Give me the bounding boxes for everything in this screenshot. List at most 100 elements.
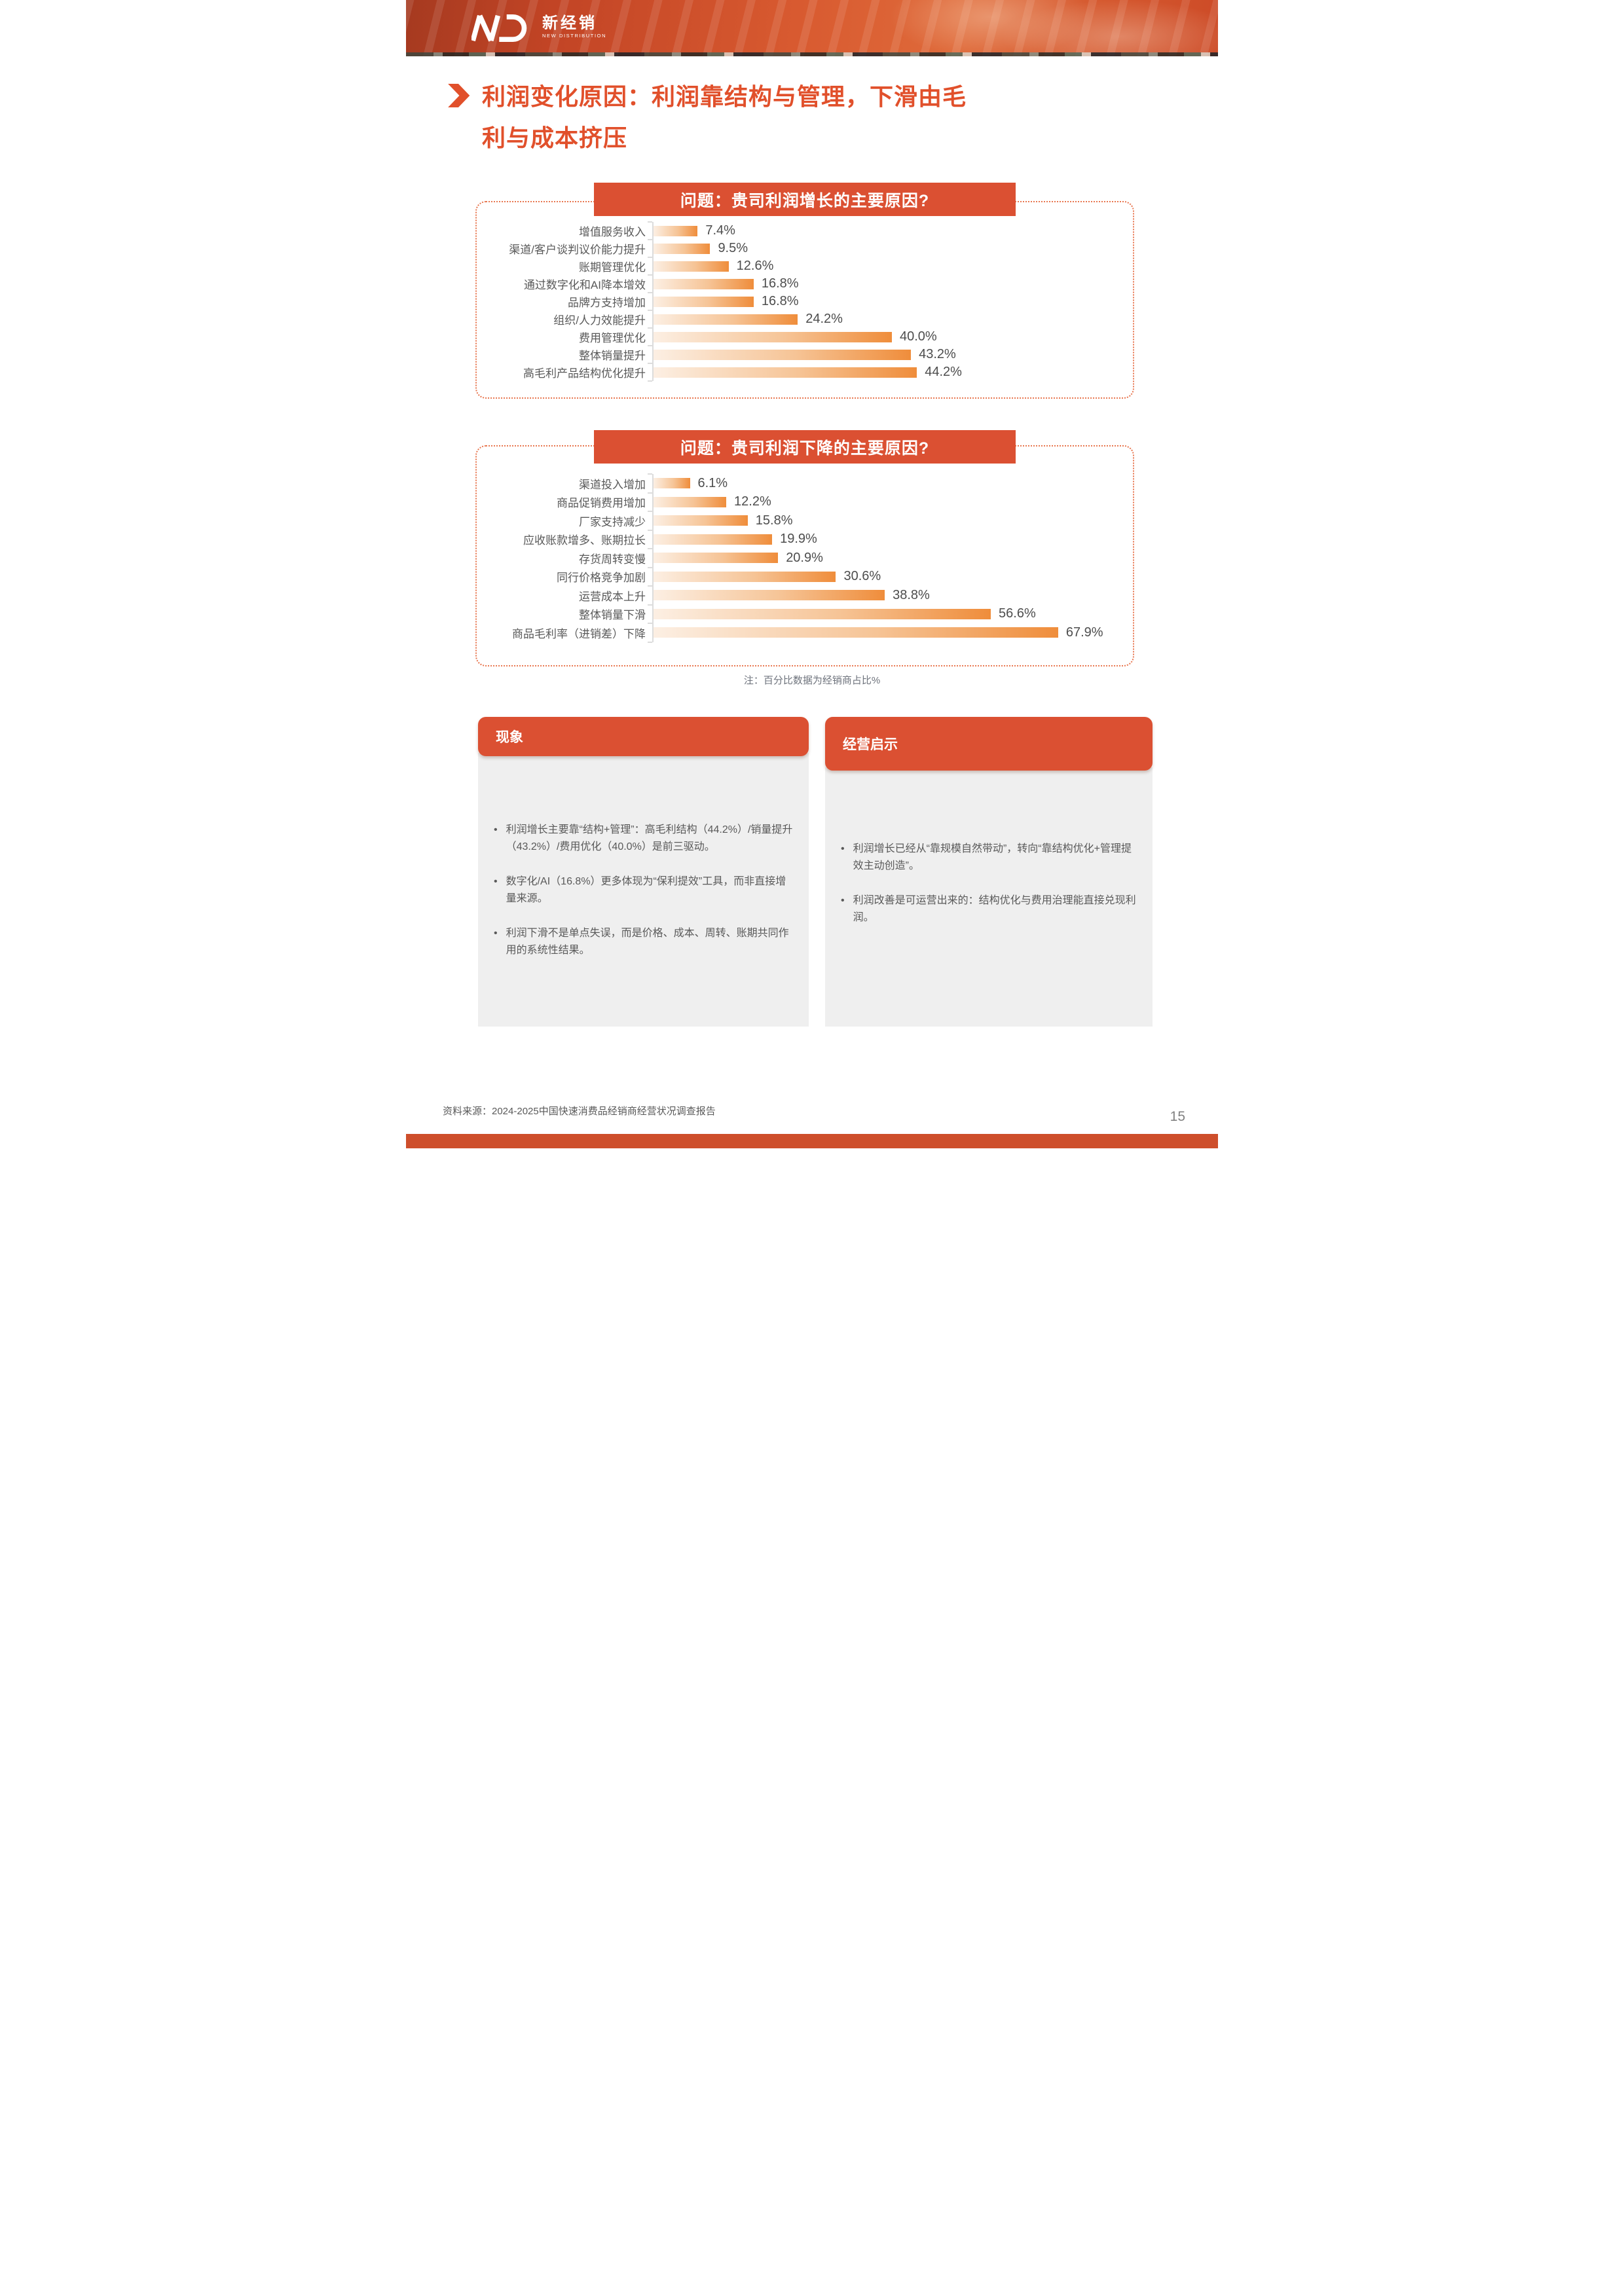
panel-body-insight: • 利润增长已经从“靠规模自然带动”，转向“靠结构优化+管理提效主动创造”。 • 利润… xyxy=(825,767,1153,1027)
page-title-line1: 利润变化原因：利润靠结构与管理，下滑由毛 xyxy=(482,83,967,110)
chart-row: 整体销量下滑 56.6% xyxy=(477,604,1124,623)
bar-category-label: 渠道/客户谈判议价能力提升 xyxy=(509,244,646,256)
bar xyxy=(654,261,729,272)
chart-box-profit-growth: 问题：贵司利润增长的主要原因? 增值服务收入 7.4% 渠道/客户谈判议价能力提升 9… xyxy=(475,183,1134,399)
bar-category-label: 高毛利产品结构优化提升 xyxy=(523,367,646,380)
bar-value-label: 19.9% xyxy=(780,532,817,547)
bar xyxy=(654,515,748,526)
bar xyxy=(654,478,690,489)
bar-value-label: 20.9% xyxy=(786,550,823,565)
bar-category-label: 通过数字化和AI降本增效 xyxy=(523,279,646,291)
bar-value-label: 44.2% xyxy=(925,365,962,379)
bar xyxy=(654,534,773,545)
chart-row: 应收账款增多、账期拉长 19.9% xyxy=(477,529,1124,549)
chart-row: 通过数字化和AI降本增效 16.8% xyxy=(477,274,1124,293)
chart-row: 渠道投入增加 6.1% xyxy=(477,473,1124,493)
chart-row: 整体销量提升 43.2% xyxy=(477,345,1124,363)
bar-plot-area: 24.2% xyxy=(648,310,1124,328)
bar-plot-area: 38.8% xyxy=(648,585,1124,605)
bar xyxy=(654,243,710,254)
chart-row: 运营成本上升 38.8% xyxy=(477,585,1124,605)
brand-logo-text: 新经销 NEW DISTRIBUTION xyxy=(542,15,606,40)
bullet-text: 利润增长已经从“靠规模自然带动”，转向“靠结构优化+管理提效主动创造”。 xyxy=(853,843,1132,871)
bar-chart-profit-decline: 渠道投入增加 6.1% 商品促销费用增加 12.2% 厂家支持减少 15.8% 应收账款增多… xyxy=(477,473,1124,642)
bar-plot-area: 6.1% xyxy=(648,473,1124,493)
bar-value-label: 15.8% xyxy=(755,513,793,528)
brand-logo: 新经销 NEW DISTRIBUTION xyxy=(471,14,606,42)
chart-row: 品牌方支持增加 16.8% xyxy=(477,292,1124,310)
bar xyxy=(654,349,912,360)
bullet-dot-icon: • xyxy=(841,895,845,906)
bar xyxy=(654,627,1058,638)
bar-value-label: 16.8% xyxy=(761,294,799,308)
chart-row: 高毛利产品结构优化提升 44.2% xyxy=(477,363,1124,382)
chart-row: 增值服务收入 7.4% xyxy=(477,221,1124,240)
bar-plot-area: 7.4% xyxy=(648,221,1124,240)
bar xyxy=(654,314,798,325)
page-number: 15 xyxy=(1170,1109,1185,1124)
bar-plot-area: 20.9% xyxy=(648,548,1124,568)
chart1-question-banner: 问题：贵司利润增长的主要原因? xyxy=(594,183,1016,216)
bar-value-label: 12.2% xyxy=(734,494,771,509)
bottom-accent-strip xyxy=(406,1134,1218,1148)
bar xyxy=(654,571,836,582)
chart-row: 费用管理优化 40.0% xyxy=(477,327,1124,346)
bar-plot-area: 40.0% xyxy=(648,327,1124,346)
bar-chart-profit-growth: 增值服务收入 7.4% 渠道/客户谈判议价能力提升 9.5% 账期管理优化 12.6% 通过… xyxy=(477,221,1124,382)
source-note: 资料来源：2024-2025中国快速消费品经销商经营状况调查报告 xyxy=(443,1106,716,1117)
bullet-text: 数字化/AI（16.8%）更多体现为“保利提效”工具，而非直接增量来源。 xyxy=(506,876,786,904)
bar-plot-area: 43.2% xyxy=(648,345,1124,363)
chart-row: 组织/人力效能提升 24.2% xyxy=(477,310,1124,328)
bar-plot-area: 67.9% xyxy=(648,623,1124,642)
bar-value-label: 56.6% xyxy=(999,606,1036,621)
page-title: 利润变化原因：利润靠结构与管理，下滑由毛 利与成本挤压 xyxy=(482,76,967,158)
bullet-item: • 利润增长主要靠“结构+管理”：高毛利结构（44.2%）/销量提升（43.2%）… xyxy=(494,822,794,856)
bar-value-label: 24.2% xyxy=(805,312,843,326)
bullet-text: 利润增长主要靠“结构+管理”：高毛利结构（44.2%）/销量提升（43.2%）/… xyxy=(506,824,793,852)
bar-category-label: 应收账款增多、账期拉长 xyxy=(523,534,646,547)
chart-row: 商品毛利率（进销差）下降 67.9% xyxy=(477,623,1124,642)
bullet-item: • 利润增长已经从“靠规模自然带动”，转向“靠结构优化+管理提效主动创造”。 xyxy=(841,841,1138,875)
bar-value-label: 6.1% xyxy=(697,475,728,490)
chart-row: 厂家支持减少 15.8% xyxy=(477,511,1124,530)
chart-row: 渠道/客户谈判议价能力提升 9.5% xyxy=(477,239,1124,257)
chart-row: 账期管理优化 12.6% xyxy=(477,257,1124,275)
chart-row: 商品促销费用增加 12.2% xyxy=(477,492,1124,511)
bar-value-label: 67.9% xyxy=(1065,625,1103,640)
page-title-block: 利润变化原因：利润靠结构与管理，下滑由毛 利与成本挤压 xyxy=(447,76,1154,158)
bar-category-label: 账期管理优化 xyxy=(579,261,646,274)
bar-category-label: 整体销量下滑 xyxy=(579,609,646,622)
bar-category-label: 组织/人力效能提升 xyxy=(553,314,646,327)
panel-title-insight: 经营启示 xyxy=(825,717,1153,771)
bar-plot-area: 56.6% xyxy=(648,604,1124,623)
bullet-item: • 利润下滑不是单点失误，而是价格、成本、周转、账期共同作用的系统性结果。 xyxy=(494,925,794,959)
brand-name-en: NEW DISTRIBUTION xyxy=(542,33,607,39)
chevron-arrow-icon xyxy=(447,84,470,158)
bar-category-label: 商品毛利率（进销差）下降 xyxy=(512,627,646,640)
bar xyxy=(654,225,698,236)
bullet-item: • 利润改善是可运营出来的：结构优化与费用治理能直接兑现利润。 xyxy=(841,892,1138,926)
nd-monogram-icon xyxy=(471,14,534,42)
bar xyxy=(654,553,779,564)
panel-title-phenomenon: 现象 xyxy=(478,717,809,756)
bar-category-label: 增值服务收入 xyxy=(579,226,646,238)
bar-plot-area: 15.8% xyxy=(648,511,1124,530)
bar-category-label: 渠道投入增加 xyxy=(579,478,646,491)
bar-plot-area: 44.2% xyxy=(648,363,1124,382)
bar-plot-area: 16.8% xyxy=(648,292,1124,310)
chart-box-profit-decline: 问题：贵司利润下降的主要原因? 渠道投入增加 6.1% 商品促销费用增加 12.2% 厂… xyxy=(475,430,1134,666)
bar-category-label: 运营成本上升 xyxy=(579,590,646,603)
bar-category-label: 存货周转变慢 xyxy=(579,553,646,566)
bar-category-label: 费用管理优化 xyxy=(579,332,646,344)
bullet-dot-icon: • xyxy=(494,824,498,835)
bullet-dot-icon: • xyxy=(494,876,498,887)
bullet-text: 利润改善是可运营出来的：结构优化与费用治理能直接兑现利润。 xyxy=(853,895,1136,923)
bar-category-label: 厂家支持减少 xyxy=(579,515,646,528)
bar-value-label: 40.0% xyxy=(900,329,937,344)
bar xyxy=(654,296,754,307)
shelf-photo-strip xyxy=(406,52,1218,56)
bar-value-label: 16.8% xyxy=(761,276,799,291)
bar xyxy=(654,590,885,601)
chart-row: 存货周转变慢 20.9% xyxy=(477,548,1124,568)
header-banner: 新经销 NEW DISTRIBUTION xyxy=(406,0,1218,56)
